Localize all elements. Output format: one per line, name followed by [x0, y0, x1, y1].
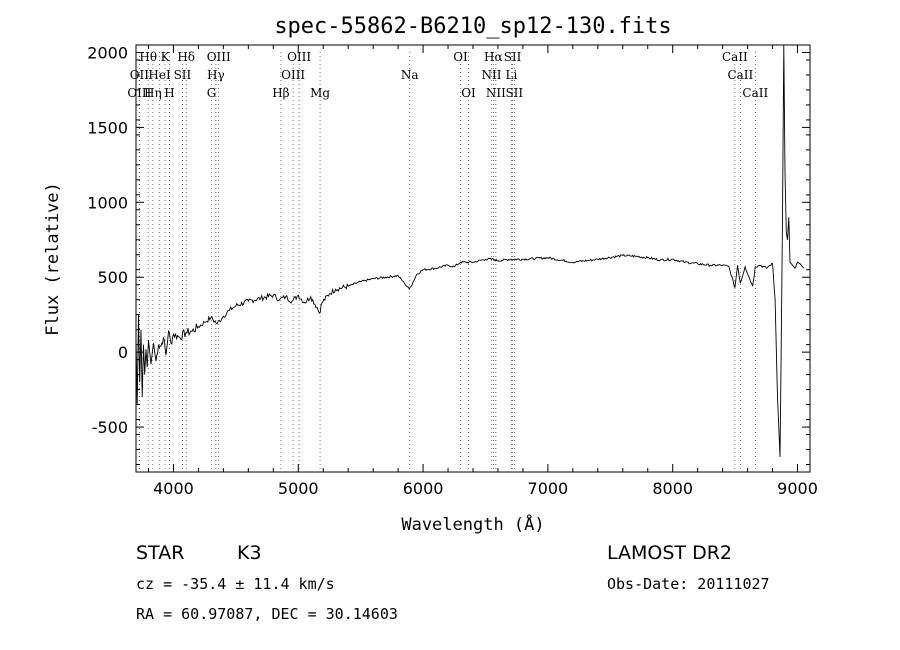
y-tick-label: 500 [97, 268, 128, 287]
redshift-text: cz = -35.4 ± 11.4 km/s [136, 575, 335, 593]
line-label: Hα [484, 50, 503, 64]
line-label: Hδ [177, 50, 195, 64]
chart-title: spec-55862-B6210_sp12-130.fits [274, 14, 671, 39]
line-label: OI [453, 50, 468, 64]
spectral-line-markers [138, 52, 756, 472]
line-label: NII [486, 86, 506, 100]
line-label: H [164, 86, 174, 100]
coordinates: RA = 60.97087, DEC = 30.14603 [136, 605, 398, 623]
line-label: CaII [742, 86, 768, 100]
line-label: Li [506, 68, 518, 82]
line-label: Hβ [272, 86, 289, 100]
y-axis-ticks: -500 0 500 1000 1500 2000 [87, 43, 810, 466]
line-label: SII [505, 86, 523, 100]
line-label: OIII [207, 50, 231, 64]
x-tick-label: 7000 [528, 479, 569, 498]
y-tick-label: 0 [118, 343, 128, 362]
line-label: OIII [127, 86, 151, 100]
line-label: Na [401, 68, 419, 82]
y-tick-label: 1500 [87, 118, 128, 137]
line-label: CaII [727, 68, 753, 82]
line-label: CaII [722, 50, 748, 64]
line-label: Hη [144, 86, 162, 100]
line-label: Mg [310, 86, 330, 100]
x-axis-ticks: 4000 5000 6000 7000 8000 9000 [147, 45, 818, 498]
line-label: OI [461, 86, 476, 100]
x-tick-label: 4000 [153, 479, 194, 498]
survey-name: LAMOST DR2 [607, 542, 732, 564]
line-label: Hγ [207, 68, 225, 82]
y-tick-label: 2000 [87, 43, 128, 62]
plot-frame [135, 44, 811, 473]
x-axis-label: Wavelength (Å) [401, 513, 544, 535]
x-tick-label: 6000 [403, 479, 444, 498]
obs-date: Obs-Date: 20111027 [607, 575, 770, 593]
y-tick-label: -500 [92, 418, 128, 437]
line-label: OIII [281, 68, 305, 82]
x-tick-label: 9000 [777, 479, 818, 498]
line-label: K [161, 50, 171, 64]
x-tick-label: 5000 [278, 479, 319, 498]
object-subclass: K3 [237, 542, 262, 564]
line-label: Hθ [139, 50, 157, 64]
line-label: NII [481, 68, 501, 82]
line-label: SII [504, 50, 522, 64]
y-axis-label: Flux (relative) [43, 182, 63, 336]
object-class: STAR [136, 542, 184, 564]
line-label: HeI [148, 68, 171, 82]
y-tick-label: 1000 [87, 193, 128, 212]
x-tick-label: 8000 [652, 479, 693, 498]
line-label: G [207, 86, 217, 100]
line-label: OIII [287, 50, 311, 64]
line-label: SII [174, 68, 192, 82]
spectrum-line [135, 44, 805, 458]
